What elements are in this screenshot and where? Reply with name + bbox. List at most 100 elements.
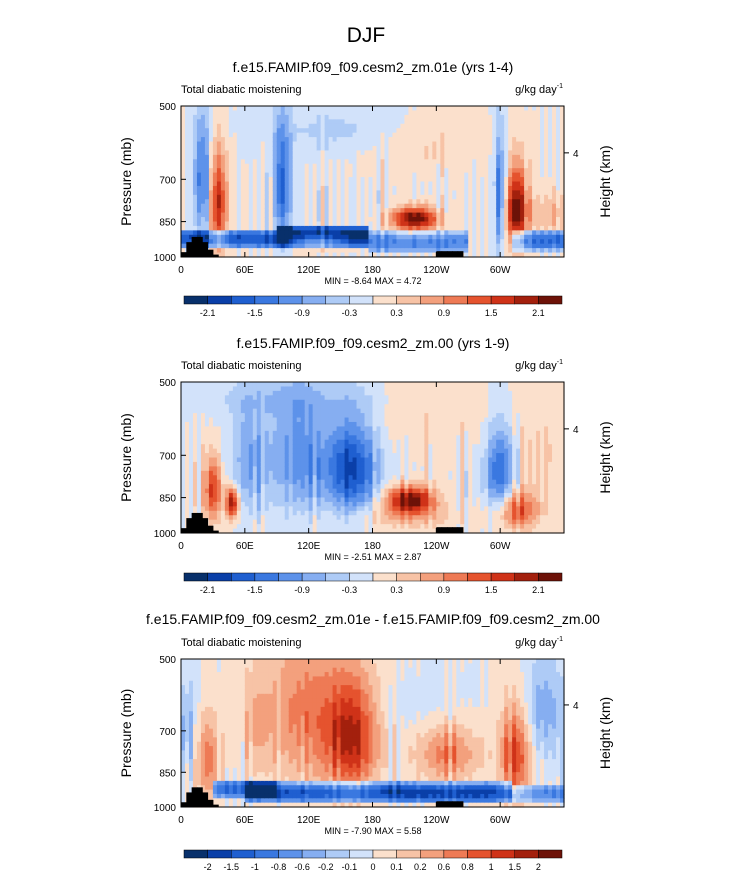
heatmap-cell	[244, 430, 250, 436]
heatmap-cell	[528, 190, 533, 196]
heatmap-cell	[472, 159, 477, 165]
heatmap-cell	[440, 177, 445, 183]
heatmap-cell	[332, 488, 338, 494]
heatmap-cell	[520, 252, 525, 258]
heatmap-cell	[304, 408, 310, 414]
heatmap-cell	[508, 110, 513, 116]
heatmap-cell	[356, 457, 362, 463]
heatmap-cell	[396, 177, 402, 183]
heatmap-cell	[340, 190, 346, 196]
heatmap-cell	[520, 110, 525, 116]
heatmap-cell	[264, 150, 270, 156]
heatmap-cell	[300, 519, 306, 525]
heatmap-cell	[308, 208, 314, 214]
heatmap-cell	[344, 408, 350, 414]
heatmap-cell	[204, 239, 210, 245]
heatmap-cell	[344, 168, 350, 174]
heatmap-cell	[280, 114, 286, 120]
heatmap-cell	[236, 439, 242, 445]
heatmap-cell	[248, 461, 254, 467]
heatmap-cell	[236, 225, 242, 231]
heatmap-cell	[228, 137, 234, 143]
heatmap-cell	[192, 444, 198, 450]
heatmap-cell	[544, 252, 549, 258]
heatmap-cell	[360, 395, 366, 401]
heatmap-cell	[360, 185, 366, 191]
heatmap-cell	[348, 132, 354, 138]
heatmap-cell	[440, 141, 445, 147]
heatmap-cell	[360, 453, 366, 459]
heatmap-cell	[312, 114, 318, 120]
heatmap-cell	[548, 128, 553, 134]
heatmap-cell	[208, 106, 214, 112]
heatmap-cell	[196, 208, 202, 214]
heatmap-cell	[348, 519, 354, 525]
heatmap-cell	[300, 106, 306, 112]
heatmap-cell	[268, 239, 274, 245]
heatmap-cell	[484, 208, 489, 214]
heatmap-cell	[428, 181, 433, 187]
heatmap-cell	[328, 417, 334, 423]
heatmap-cell	[440, 154, 445, 160]
heatmap-cell	[216, 510, 222, 516]
heatmap-cell	[328, 444, 334, 450]
heatmap-cell	[268, 212, 274, 218]
heatmap-cell	[200, 479, 206, 485]
heatmap-cell	[360, 475, 366, 481]
heatmap-cell	[192, 221, 198, 227]
heatmap-cell	[224, 181, 230, 187]
heatmap-cell	[352, 199, 358, 205]
heatmap-cell	[220, 510, 226, 516]
heatmap-cell	[480, 181, 485, 187]
heatmap-cell	[360, 230, 366, 236]
heatmap-cell	[488, 190, 493, 196]
heatmap-cell	[232, 159, 238, 165]
heatmap-cell	[296, 123, 302, 129]
heatmap-cell	[276, 404, 282, 410]
heatmap-cell	[492, 123, 497, 129]
heatmap-cell	[284, 110, 290, 116]
heatmap-cell	[332, 203, 338, 209]
heatmap-cell	[356, 395, 362, 401]
heatmap-cell	[196, 488, 202, 494]
heatmap-cell	[472, 203, 477, 209]
heatmap-cell	[181, 181, 186, 187]
heatmap-cell	[352, 145, 358, 152]
heatmap-cell	[196, 421, 202, 428]
heatmap-cell	[444, 123, 449, 129]
heatmap-cell	[292, 475, 298, 481]
heatmap-cell	[356, 145, 362, 152]
heatmap-cell	[228, 181, 234, 187]
heatmap-cell	[460, 137, 465, 143]
heatmap-cell	[516, 243, 521, 249]
heatmap-cell	[296, 128, 302, 134]
heatmap-cell	[192, 417, 198, 423]
heatmap-cell	[264, 382, 270, 388]
heatmap-cell	[264, 506, 270, 512]
heatmap-cell	[560, 248, 565, 254]
heatmap-cell	[280, 194, 286, 200]
heatmap-cell	[356, 181, 362, 187]
heatmap-cell	[332, 382, 338, 388]
heatmap-cell	[512, 234, 517, 240]
heatmap-cell	[272, 177, 278, 183]
heatmap-cell	[316, 221, 322, 227]
heatmap-cell	[236, 252, 242, 258]
heatmap-cell	[288, 150, 294, 156]
heatmap-cell	[364, 234, 370, 240]
heatmap-cell	[284, 243, 290, 249]
heatmap-cell	[472, 217, 477, 223]
heatmap-cell	[292, 479, 298, 485]
heatmap-cell	[420, 185, 425, 191]
heatmap-cell	[316, 524, 322, 530]
heatmap-cell	[244, 154, 250, 160]
heatmap-cell	[528, 252, 533, 258]
heatmap-cell	[540, 212, 545, 218]
heatmap-cell	[264, 510, 270, 516]
heatmap-cell	[192, 461, 198, 467]
heatmap-cell	[372, 461, 378, 467]
heatmap-cell	[332, 159, 338, 165]
heatmap-cell	[192, 141, 198, 147]
heatmap-cell	[380, 150, 386, 156]
heatmap-cell	[224, 453, 230, 459]
